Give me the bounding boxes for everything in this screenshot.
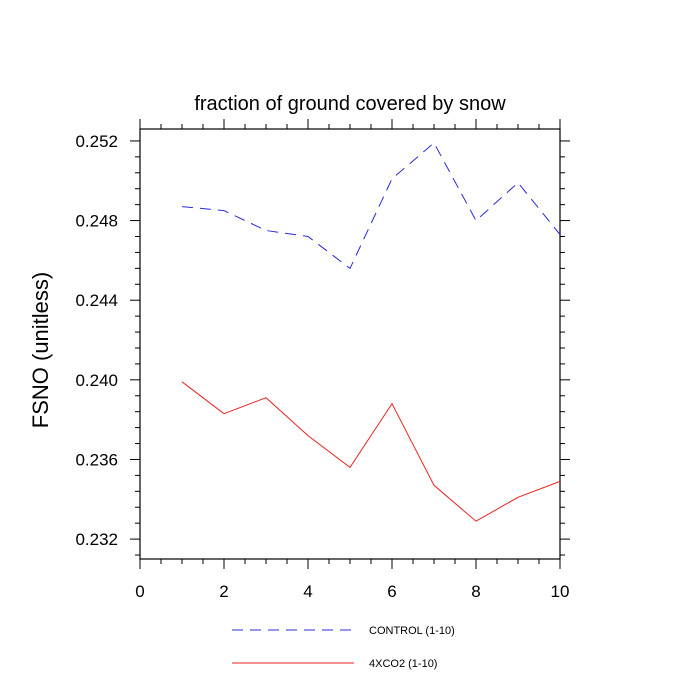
x-tick-label: 0 [135,582,144,601]
plot-area: 0 2 4 6 8 10 0.232 0.236 0.240 0.244 0.248 0.252 [75,119,570,601]
y-tick-label: 0.236 [75,450,118,469]
y-tick-label: 0.232 [75,530,118,549]
x-tick-label: 8 [471,582,480,601]
plot-frame [139,128,561,560]
control-series-line [181,142,561,270]
y-axis-label: FSNO (unitless) [28,272,53,428]
x-tick-label: 2 [219,582,228,601]
legend: CONTROL (1-10) 4XCO2 (1-10) [232,625,455,670]
y-tick-label: 0.248 [75,212,118,231]
co2-series-line [181,381,561,522]
legend-label: CONTROL (1-10) [369,625,455,637]
chart-title: fraction of ground covered by snow [194,93,506,115]
x-tick-label: 10 [551,582,570,601]
legend-label: 4XCO2 (1-10) [369,658,437,670]
y-tick-label: 0.244 [75,291,118,310]
y-tick-label: 0.252 [75,132,118,151]
x-tick-label: 4 [303,582,312,601]
x-tick-label: 6 [387,582,396,601]
y-tick-label: 0.240 [75,371,118,390]
